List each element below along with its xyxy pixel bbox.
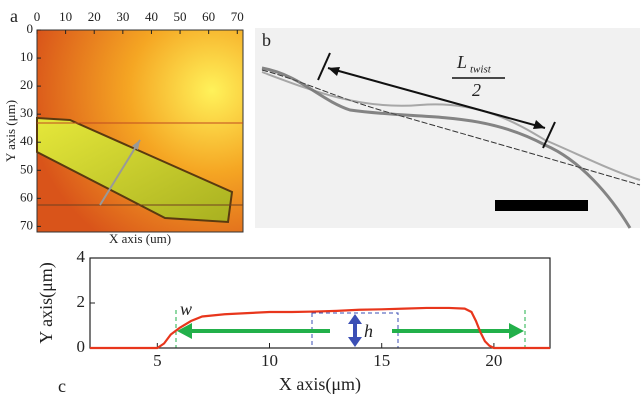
y-tick-label: 2 xyxy=(77,292,86,311)
panel-label: c xyxy=(58,376,66,396)
annotation-subscript: twist xyxy=(470,64,492,76)
y-axis-label: Y axis(μm) xyxy=(36,262,57,343)
arrowhead xyxy=(509,323,524,339)
x-axis-label: X axis (um) xyxy=(109,231,171,246)
y-tick-label: 60 xyxy=(20,189,33,204)
y-tick-label: 30 xyxy=(20,105,33,120)
y-tick-label: 20 xyxy=(20,77,33,92)
page: {"chart_data": [ {"type": "image", "pane… xyxy=(0,0,642,402)
y-tick-label: 4 xyxy=(77,247,86,266)
y-tick-label: 40 xyxy=(20,133,33,148)
y-tick-label: 10 xyxy=(20,49,33,64)
y-tick-label: 0 xyxy=(77,337,86,356)
x-tick-label: 15 xyxy=(373,351,390,370)
x-axis-label: X axis(μm) xyxy=(279,374,361,395)
annotation: w xyxy=(180,299,192,319)
y-tick-label: 50 xyxy=(20,161,33,176)
x-tick-label: 10 xyxy=(261,351,278,370)
x-tick-label: 0 xyxy=(34,9,41,24)
x-tick-label: 20 xyxy=(88,9,101,24)
figure: L twist 2 b w h 010203040506070010203040… xyxy=(0,0,642,402)
x-tick-label: 10 xyxy=(59,9,72,24)
panel-label: a xyxy=(10,6,18,26)
microscope-image xyxy=(255,28,640,228)
annotation-denominator: 2 xyxy=(472,80,481,100)
profile-line xyxy=(90,308,550,348)
y-tick-label: 70 xyxy=(20,217,33,232)
arrowhead xyxy=(348,337,362,347)
y-tick-label: 0 xyxy=(27,21,34,36)
x-tick-label: 30 xyxy=(116,9,129,24)
y-axis-label: Y axis (μm) xyxy=(3,100,18,162)
annotation: h xyxy=(364,321,373,341)
x-tick-label: 5 xyxy=(153,351,162,370)
x-tick-label: 50 xyxy=(174,9,187,24)
x-tick-label: 20 xyxy=(485,351,502,370)
x-tick-label: 40 xyxy=(145,9,158,24)
x-tick-label: 60 xyxy=(202,9,215,24)
panel-label: b xyxy=(262,30,271,50)
arrowhead xyxy=(348,314,362,324)
scale-bar xyxy=(495,200,588,211)
annotation: L xyxy=(456,52,467,72)
x-tick-label: 70 xyxy=(231,9,244,24)
